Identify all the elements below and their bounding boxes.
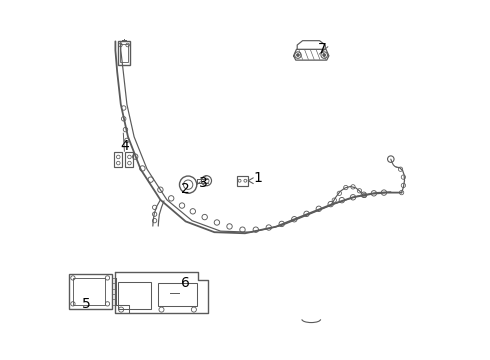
Text: 2: 2 bbox=[181, 182, 190, 196]
Bar bbox=[118, 282, 151, 309]
Bar bbox=[121, 44, 127, 62]
Text: 7: 7 bbox=[318, 42, 327, 55]
Text: 6: 6 bbox=[181, 276, 190, 289]
Bar bbox=[237, 176, 248, 186]
Bar bbox=[73, 278, 105, 305]
Bar bbox=[118, 41, 130, 65]
Text: 1: 1 bbox=[253, 171, 262, 185]
Bar bbox=[158, 283, 197, 306]
Circle shape bbox=[296, 54, 299, 57]
Bar bbox=[125, 152, 133, 167]
Text: 4: 4 bbox=[120, 139, 129, 153]
Circle shape bbox=[323, 54, 326, 57]
Bar bbox=[69, 274, 112, 309]
Text: 3: 3 bbox=[199, 176, 208, 190]
Text: 5: 5 bbox=[81, 297, 90, 311]
Bar bbox=[114, 152, 122, 167]
